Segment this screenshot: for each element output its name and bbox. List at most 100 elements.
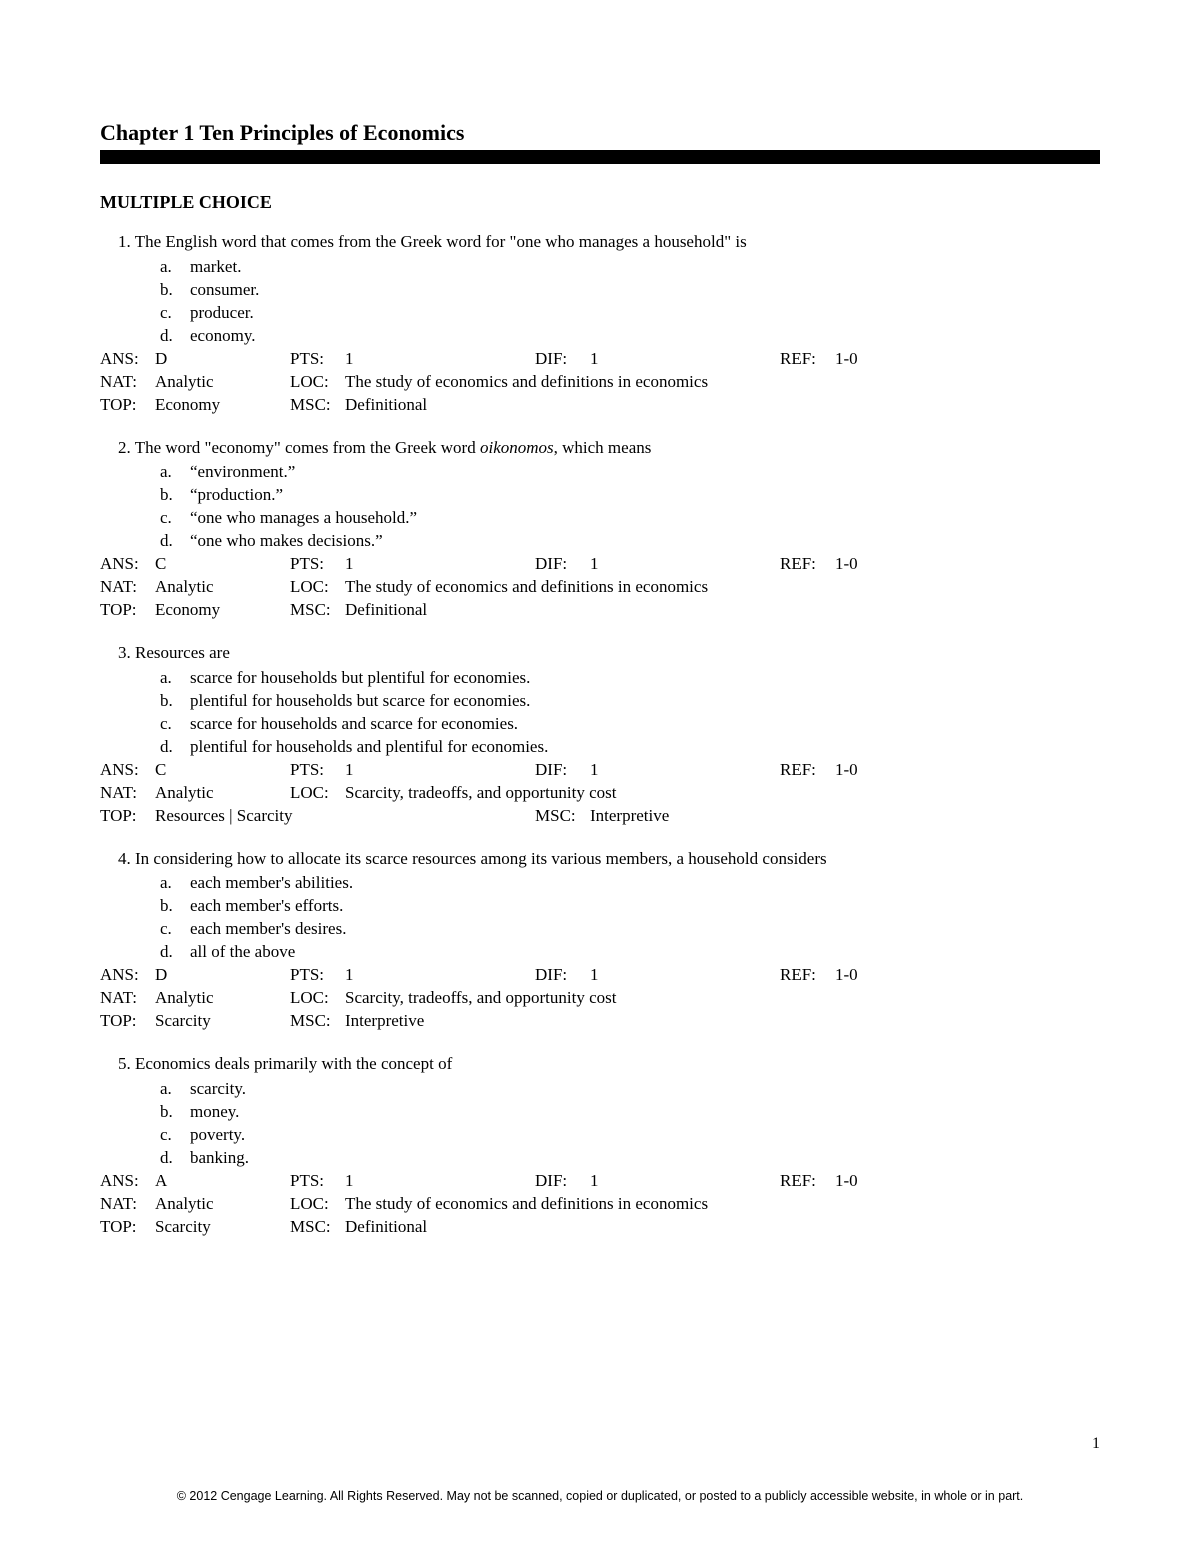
meta-value-loc: The study of economics and definitions i…: [345, 1193, 1100, 1216]
meta-label-dif: DIF:: [535, 348, 590, 371]
question-block: 5. Economics deals primarily with the co…: [100, 1053, 1100, 1239]
meta-value-ref: 1-0: [835, 964, 1100, 987]
option-row: d.economy.: [100, 325, 1100, 348]
meta-label-top: TOP:: [100, 599, 155, 622]
meta-label-top: TOP:: [100, 805, 155, 828]
meta-label-ref: REF:: [780, 1170, 835, 1193]
page-number: 1: [1092, 1435, 1100, 1453]
meta-label-top: TOP:: [100, 394, 155, 417]
meta-label-ans: ANS:: [100, 348, 155, 371]
option-letter: a.: [160, 667, 190, 690]
meta-value-loc: The study of economics and definitions i…: [345, 576, 1100, 599]
meta-label-loc: LOC:: [290, 987, 345, 1010]
meta-value-ans: D: [155, 348, 290, 371]
title-underline-bar: [100, 150, 1100, 164]
meta-label-ref: REF:: [780, 553, 835, 576]
meta-value-nat: Analytic: [155, 371, 290, 394]
meta-value-loc: The study of economics and definitions i…: [345, 371, 1100, 394]
meta-value-top: Resources | Scarcity: [155, 805, 535, 828]
meta-value-dif: 1: [590, 964, 780, 987]
meta-label-loc: LOC:: [290, 782, 345, 805]
meta-value-ans: A: [155, 1170, 290, 1193]
option-letter: a.: [160, 1078, 190, 1101]
option-text: banking.: [190, 1147, 249, 1170]
meta-row: ANS:DPTS:1DIF:1REF:1-0: [100, 348, 1100, 371]
meta-row: ANS:CPTS:1DIF:1REF:1-0: [100, 553, 1100, 576]
meta-row: TOP:EconomyMSC:Definitional: [100, 599, 1100, 622]
meta-label-msc: MSC:: [290, 1216, 345, 1239]
option-text: scarce for households but plentiful for …: [190, 667, 530, 690]
meta-value-dif: 1: [590, 348, 780, 371]
meta-label-pts: PTS:: [290, 759, 345, 782]
meta-row: NAT:AnalyticLOC:Scarcity, tradeoffs, and…: [100, 987, 1100, 1010]
meta-value-top: Scarcity: [155, 1010, 290, 1033]
meta-label-dif: DIF:: [535, 1170, 590, 1193]
meta-value-loc: Scarcity, tradeoffs, and opportunity cos…: [345, 782, 1100, 805]
meta-value-ans: C: [155, 759, 290, 782]
meta-value-pts: 1: [345, 348, 535, 371]
section-title: MULTIPLE CHOICE: [100, 192, 1100, 213]
option-row: c.“one who manages a household.”: [100, 507, 1100, 530]
meta-label-msc: MSC:: [535, 805, 590, 828]
option-text: “environment.”: [190, 461, 295, 484]
option-row: b.“production.”: [100, 484, 1100, 507]
option-letter: c.: [160, 918, 190, 941]
meta-row: NAT:AnalyticLOC:The study of economics a…: [100, 371, 1100, 394]
meta-value-dif: 1: [590, 553, 780, 576]
option-text: money.: [190, 1101, 239, 1124]
meta-label-msc: MSC:: [290, 1010, 345, 1033]
meta-value-top: Scarcity: [155, 1216, 290, 1239]
meta-label-ans: ANS:: [100, 553, 155, 576]
meta-row: NAT:AnalyticLOC:The study of economics a…: [100, 576, 1100, 599]
meta-row: ANS:APTS:1DIF:1REF:1-0: [100, 1170, 1100, 1193]
option-row: d.plentiful for households and plentiful…: [100, 736, 1100, 759]
question-stem: 1. The English word that comes from the …: [100, 231, 1100, 254]
option-row: d.banking.: [100, 1147, 1100, 1170]
option-row: c.scarce for households and scarce for e…: [100, 713, 1100, 736]
meta-label-ans: ANS:: [100, 964, 155, 987]
option-letter: b.: [160, 484, 190, 507]
option-text: each member's efforts.: [190, 895, 343, 918]
meta-value-top: Economy: [155, 599, 290, 622]
option-row: c.poverty.: [100, 1124, 1100, 1147]
option-row: d.“one who makes decisions.”: [100, 530, 1100, 553]
meta-label-nat: NAT:: [100, 1193, 155, 1216]
meta-row: TOP:EconomyMSC:Definitional: [100, 394, 1100, 417]
question-block: 4. In considering how to allocate its sc…: [100, 848, 1100, 1034]
question-stem: 2. The word "economy" comes from the Gre…: [100, 437, 1100, 460]
option-letter: a.: [160, 872, 190, 895]
meta-label-nat: NAT:: [100, 782, 155, 805]
meta-row: TOP:ScarcityMSC:Definitional: [100, 1216, 1100, 1239]
option-text: “one who makes decisions.”: [190, 530, 383, 553]
option-text: each member's abilities.: [190, 872, 353, 895]
option-row: b.plentiful for households but scarce fo…: [100, 690, 1100, 713]
option-text: consumer.: [190, 279, 259, 302]
meta-value-ref: 1-0: [835, 348, 1100, 371]
option-text: each member's desires.: [190, 918, 346, 941]
meta-label-ans: ANS:: [100, 759, 155, 782]
meta-label-ref: REF:: [780, 348, 835, 371]
meta-label-dif: DIF:: [535, 553, 590, 576]
option-letter: a.: [160, 461, 190, 484]
option-text: scarce for households and scarce for eco…: [190, 713, 518, 736]
meta-value-msc: Interpretive: [345, 1010, 1100, 1033]
option-text: “one who manages a household.”: [190, 507, 417, 530]
meta-label-nat: NAT:: [100, 576, 155, 599]
italic-term: oikonomos: [480, 438, 554, 457]
option-text: plentiful for households and plentiful f…: [190, 736, 548, 759]
document-page: Chapter 1 Ten Principles of Economics MU…: [0, 0, 1200, 1299]
option-letter: c.: [160, 507, 190, 530]
option-letter: d.: [160, 325, 190, 348]
meta-value-nat: Analytic: [155, 1193, 290, 1216]
meta-label-nat: NAT:: [100, 987, 155, 1010]
option-text: scarcity.: [190, 1078, 246, 1101]
copyright-notice: © 2012 Cengage Learning. All Rights Rese…: [0, 1489, 1200, 1503]
meta-label-pts: PTS:: [290, 1170, 345, 1193]
meta-label-ref: REF:: [780, 759, 835, 782]
option-letter: b.: [160, 1101, 190, 1124]
meta-label-dif: DIF:: [535, 759, 590, 782]
meta-label-msc: MSC:: [290, 599, 345, 622]
meta-label-dif: DIF:: [535, 964, 590, 987]
meta-value-msc: Definitional: [345, 599, 1100, 622]
option-row: a.each member's abilities.: [100, 872, 1100, 895]
